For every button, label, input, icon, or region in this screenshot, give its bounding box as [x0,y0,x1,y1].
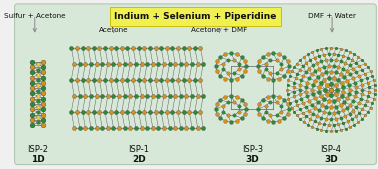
Text: Sulfur + Acetone: Sulfur + Acetone [4,13,66,19]
Text: ISP-1: ISP-1 [128,145,149,154]
Text: 1D: 1D [31,155,45,164]
Text: DMF + Water: DMF + Water [308,13,356,19]
Text: ISP-4: ISP-4 [321,145,342,154]
FancyBboxPatch shape [15,4,376,165]
Text: ISP-2: ISP-2 [27,145,48,154]
FancyBboxPatch shape [110,7,281,26]
Text: 2D: 2D [132,155,146,164]
Text: Acetone + DMF: Acetone + DMF [191,27,248,33]
Text: ISP-3: ISP-3 [242,145,263,154]
Text: Acetone: Acetone [99,27,129,33]
Text: 3D: 3D [324,155,338,164]
Text: 3D: 3D [245,155,259,164]
Text: Indium + Selenium + Piperidine: Indium + Selenium + Piperidine [114,12,277,21]
